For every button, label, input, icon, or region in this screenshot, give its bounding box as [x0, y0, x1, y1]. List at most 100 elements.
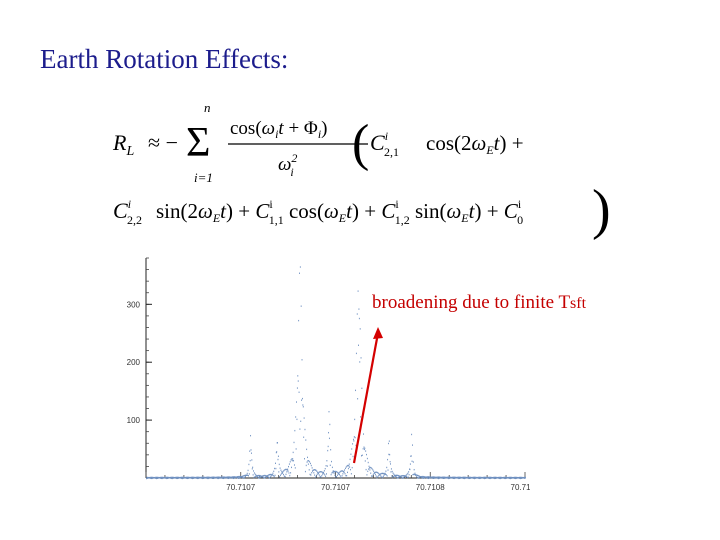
data-point: [303, 417, 305, 419]
data-point: [428, 477, 430, 479]
data-point: [223, 476, 225, 478]
y-tick-label: 100: [127, 416, 141, 425]
data-point: [251, 459, 253, 461]
data-point: [514, 477, 516, 480]
data-point: [306, 448, 308, 451]
data-point: [377, 471, 378, 474]
data-point: [312, 469, 314, 471]
data-point: [494, 476, 496, 479]
data-point: [442, 476, 444, 478]
data-point: [386, 475, 388, 477]
data-point: [283, 469, 285, 472]
data-point: [350, 473, 352, 475]
data-point: [238, 477, 240, 479]
data-point: [286, 469, 288, 471]
data-point: [405, 475, 407, 478]
data-point: [406, 476, 408, 479]
data-point: [510, 476, 512, 479]
data-point: [412, 473, 414, 476]
data-point: [187, 476, 189, 479]
data-point: [258, 477, 260, 479]
data-point: [197, 476, 199, 479]
data-point: [253, 472, 255, 474]
data-point: [299, 428, 301, 430]
data-point: [278, 471, 280, 473]
data-point: [291, 459, 293, 462]
data-point: [213, 477, 214, 480]
data-point: [437, 476, 439, 478]
data-point: [192, 476, 194, 479]
data-point: [237, 477, 238, 479]
data-point: [398, 474, 400, 477]
data-point: [202, 477, 204, 479]
data-point: [313, 472, 315, 474]
data-point: [419, 475, 421, 478]
data-point: [221, 477, 223, 479]
data-point: [377, 475, 379, 478]
data-point: [261, 476, 263, 478]
data-point: [385, 470, 387, 472]
data-point: [436, 476, 438, 478]
data-point: [175, 476, 177, 479]
data-point: [340, 470, 342, 472]
data-point: [206, 477, 208, 479]
data-point: [278, 463, 280, 466]
data-point: [520, 476, 522, 479]
data-point: [294, 429, 296, 432]
data-point: [146, 477, 147, 480]
data-point: [504, 477, 506, 480]
data-point: [349, 466, 351, 468]
data-point: [242, 477, 244, 479]
data-point: [421, 477, 423, 479]
data-point: [363, 433, 365, 435]
data-point: [371, 467, 373, 470]
data-point: [479, 476, 481, 479]
data-point: [514, 476, 515, 479]
data-point: [272, 474, 274, 477]
data-point: [250, 449, 252, 451]
data-point: [499, 476, 501, 479]
data-point: [361, 387, 363, 390]
data-point: [457, 476, 459, 479]
data-point: [438, 477, 440, 480]
data-point: [335, 476, 337, 478]
data-point: [520, 477, 522, 480]
data-point: [359, 361, 361, 363]
data-point: [390, 463, 391, 465]
data-point: [500, 477, 502, 479]
data-point: [268, 476, 270, 479]
data-point: [326, 473, 327, 475]
data-point: [385, 473, 386, 475]
data-point: [211, 476, 213, 478]
data-point: [266, 475, 268, 477]
data-point: [277, 455, 279, 457]
data-point: [383, 472, 385, 475]
data-point: [289, 461, 291, 463]
data-point: [422, 475, 424, 478]
data-point: [473, 477, 475, 479]
data-point: [402, 474, 404, 477]
data-point: [315, 475, 317, 477]
data-point: [376, 471, 378, 473]
data-point: [292, 451, 294, 454]
data-point: [312, 470, 314, 472]
data-point: [387, 458, 389, 461]
data-point: [333, 471, 335, 473]
data-point: [242, 475, 244, 477]
data-point: [384, 472, 386, 475]
data-point: [335, 470, 337, 473]
data-point: [377, 472, 379, 474]
data-point: [201, 476, 203, 479]
x-tick-label: 70.7108: [416, 483, 445, 492]
data-point: [328, 431, 330, 434]
data-point: [217, 477, 219, 480]
data-point: [331, 472, 333, 474]
data-point: [155, 477, 157, 479]
data-point: [393, 473, 395, 476]
data-point: [519, 477, 520, 479]
data-point: [510, 477, 512, 479]
data-point: [364, 460, 366, 462]
data-point: [361, 454, 363, 456]
data-point: [196, 477, 198, 479]
data-point: [462, 476, 464, 479]
